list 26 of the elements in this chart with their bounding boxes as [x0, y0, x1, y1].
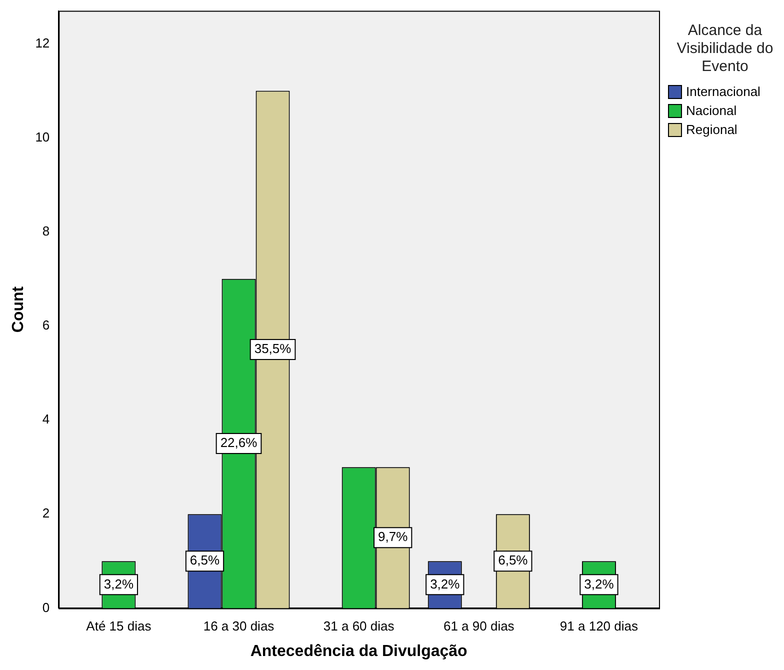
x-axis-title: Antecedência da Divulgação — [250, 642, 468, 660]
annotation: 22,6% — [220, 435, 258, 450]
x-tick-label: 31 a 60 dias — [323, 618, 395, 634]
x-tick-label: 91 a 120 dias — [560, 618, 638, 634]
annotation: 9,7% — [378, 529, 408, 544]
y-tick-label: 12 — [35, 35, 50, 50]
annotation: 3,2% — [104, 576, 134, 592]
legend-label: Internacional — [686, 84, 760, 99]
y-tick-label: 0 — [42, 600, 50, 615]
y-tick-label: 8 — [42, 223, 50, 238]
annotation: 3,2% — [430, 576, 460, 592]
annotation: 6,5% — [190, 552, 220, 568]
annotation: 3,2% — [584, 576, 614, 592]
legend-title: Alcance da Visibilidade do Evento — [676, 22, 774, 76]
x-tick-label: Até 15 dias — [86, 618, 152, 634]
legend-label: Nacional — [686, 103, 737, 118]
annotation: 35,5% — [254, 341, 292, 356]
y-tick-label: 2 — [42, 506, 50, 521]
y-tick-label: 6 — [42, 318, 50, 333]
y-tick-label: 10 — [35, 129, 50, 144]
legend-label: Regional — [686, 122, 738, 137]
y-tick-label: 4 — [42, 412, 50, 427]
x-tick-label: 61 a 90 dias — [443, 618, 515, 634]
annotation: 6,5% — [498, 552, 528, 568]
x-tick-label: 16 a 30 dias — [203, 618, 275, 634]
y-axis-title: Count — [10, 286, 28, 333]
